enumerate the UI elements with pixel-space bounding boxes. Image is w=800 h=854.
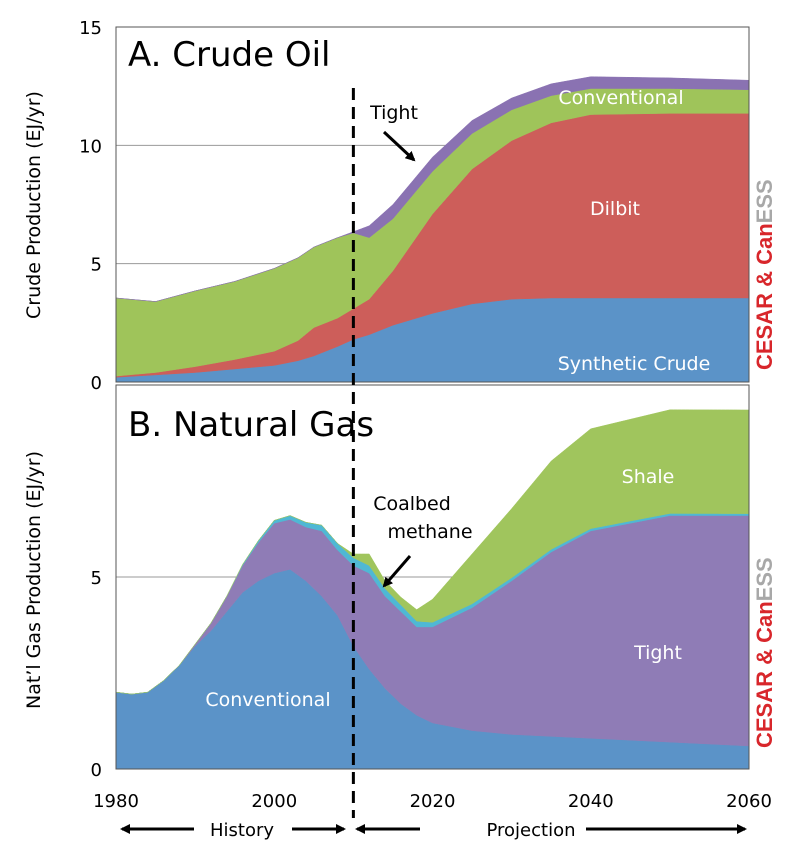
gas-coalbed-label-line2: methane <box>387 521 472 543</box>
crude-tight-label: Tight <box>369 102 418 124</box>
gas-y-ticks: 05 <box>91 568 102 781</box>
crude-conventional-label: Conventional <box>558 87 683 109</box>
svg-text:CESAR & CanESS: CESAR & CanESS <box>752 179 777 370</box>
x-axis-ticks: 1980 2000 2020 2040 2060 <box>93 791 772 812</box>
gas-tight-label: Tight <box>633 642 682 664</box>
x-tick-label: 1980 <box>93 791 139 812</box>
watermark-cesar: CESAR & <box>752 265 777 370</box>
x-tick-label: 2060 <box>726 791 772 812</box>
gas-y-axis-label: Nat’l Gas Production (EJ/yr) <box>23 451 45 709</box>
x-tick-label: 2040 <box>568 791 614 812</box>
crude-y-ticks: 0 5 10 15 <box>79 18 102 394</box>
natural-gas-panel: B. Natural Gas 05 1980 2000 2020 2040 2060 N… <box>23 384 777 812</box>
crude-tight-pointer <box>382 130 416 162</box>
x-tick-label: 2020 <box>410 791 456 812</box>
watermark-ess: ESS <box>752 179 777 223</box>
crude-y-axis-label: Crude Production (EJ/yr) <box>23 91 45 319</box>
crude-y-tick-label: 10 <box>79 136 102 157</box>
gas-areas <box>115 409 750 770</box>
crude-y-tick-label: 15 <box>79 18 102 39</box>
gas-coalbed-label-line1: Coalbed <box>373 493 451 515</box>
crude-plot-frame <box>115 26 750 383</box>
gas-conventional-label: Conventional <box>205 689 330 711</box>
timeline: History Projection <box>120 820 747 841</box>
svg-text:CESAR & CanESS: CESAR & CanESS <box>752 557 777 748</box>
crude-synthetic-label: Synthetic Crude <box>558 353 711 375</box>
watermark-ess-b: ESS <box>752 557 777 601</box>
crude-panel-title: A. Crude Oil <box>128 35 331 75</box>
watermark-can-b: Can <box>752 601 777 643</box>
history-label: History <box>210 820 274 841</box>
gas-y-tick-label: 5 <box>91 568 102 589</box>
crude-watermark: CESAR & CanESS <box>752 179 777 370</box>
crude-y-tick-label: 5 <box>91 255 102 276</box>
watermark-cesar-b: CESAR & <box>752 643 777 748</box>
gas-plot-frame <box>115 384 750 770</box>
gas-watermark: CESAR & CanESS <box>752 557 777 748</box>
x-tick-label: 2000 <box>251 791 297 812</box>
gas-coalbed-pointer <box>382 555 412 588</box>
gas-y-tick-label: 0 <box>91 760 102 781</box>
watermark-can: Can <box>752 223 777 265</box>
gas-panel-title: B. Natural Gas <box>128 405 374 445</box>
gas-shale-label: Shale <box>622 466 675 488</box>
crude-oil-panel: A. Crude Oil 0 5 10 15 Crude Production (EJ… <box>23 18 777 394</box>
projection-label: Projection <box>486 820 575 841</box>
crude-areas <box>115 76 750 383</box>
crude-dilbit-label: Dilbit <box>590 198 640 220</box>
crude-y-tick-label: 0 <box>91 373 102 394</box>
